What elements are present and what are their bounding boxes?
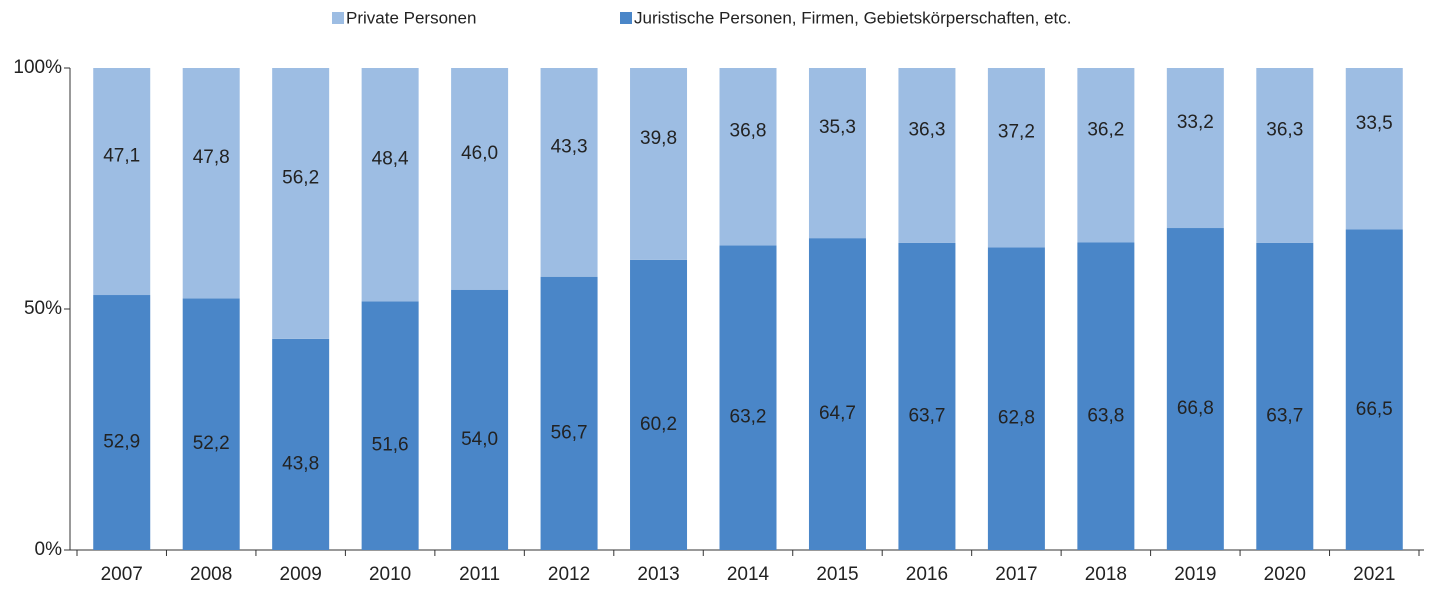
bar-segment — [540, 68, 598, 277]
legend-label: Private Personen — [346, 8, 476, 27]
bar-segment — [987, 68, 1045, 248]
bar-segment — [1166, 68, 1224, 229]
x-tick-label: 2017 — [995, 564, 1037, 585]
data-label: 64,7 — [819, 403, 856, 424]
bar-segment — [1256, 68, 1314, 243]
bar-segment — [540, 276, 598, 550]
bar-segment — [451, 68, 509, 290]
bar-segment — [808, 238, 866, 550]
data-label: 62,8 — [998, 408, 1035, 429]
y-tick-label: 50% — [24, 298, 62, 319]
data-label: 66,8 — [1177, 398, 1214, 419]
x-tick-label: 2007 — [101, 564, 143, 585]
x-tick-label: 2008 — [190, 564, 232, 585]
y-tick-label: 100% — [13, 57, 62, 78]
data-label: 52,9 — [103, 432, 140, 453]
x-tick-label: 2018 — [1085, 564, 1127, 585]
x-tick-label: 2016 — [906, 564, 948, 585]
bar-segment — [1166, 228, 1224, 551]
bar-segment — [719, 245, 777, 550]
data-label: 36,3 — [908, 119, 945, 140]
data-label: 36,8 — [730, 121, 767, 142]
bar-segment — [630, 259, 688, 550]
bar-segment — [182, 68, 240, 299]
data-label: 39,8 — [640, 128, 677, 149]
x-tick-label: 2020 — [1264, 564, 1306, 585]
data-label: 35,3 — [819, 117, 856, 138]
data-label: 33,2 — [1177, 112, 1214, 133]
data-label: 47,8 — [193, 147, 230, 168]
data-label: 63,7 — [908, 405, 945, 426]
data-label: 52,2 — [193, 433, 230, 454]
bar-segment — [272, 68, 330, 339]
data-label: 54,0 — [461, 429, 498, 450]
data-label: 36,3 — [1266, 119, 1303, 140]
x-tick-label: 2015 — [816, 564, 858, 585]
x-tick-label: 2010 — [369, 564, 411, 585]
data-label: 46,0 — [461, 143, 498, 164]
bar-segment — [361, 301, 419, 550]
data-label: 48,4 — [372, 149, 409, 170]
bar-segment — [93, 295, 151, 550]
legend-swatch — [332, 12, 344, 24]
x-tick-label: 2011 — [459, 564, 500, 585]
data-label: 56,2 — [282, 167, 319, 188]
x-tick-label: 2019 — [1174, 564, 1216, 585]
x-tick-label: 2013 — [637, 564, 679, 585]
data-label: 56,7 — [551, 422, 588, 443]
y-tick-label: 0% — [35, 539, 63, 560]
bar-segment — [630, 68, 688, 260]
legend-label: Juristische Personen, Firmen, Gebietskör… — [634, 8, 1071, 27]
data-label: 33,5 — [1356, 113, 1393, 134]
bar-segment — [1077, 242, 1135, 550]
bar-segment — [182, 298, 240, 550]
x-tick-label: 2012 — [548, 564, 590, 585]
x-tick-label: 2014 — [727, 564, 770, 585]
bar-segment — [719, 68, 777, 246]
bar-segment — [361, 68, 419, 302]
legend-swatch — [620, 12, 632, 24]
x-tick-label: 2009 — [280, 564, 322, 585]
bar-segment — [898, 68, 956, 243]
bar-segment — [898, 242, 956, 550]
data-label: 66,5 — [1356, 399, 1393, 420]
data-label: 47,1 — [103, 146, 140, 167]
bar-segment — [451, 289, 509, 550]
bar-segment — [808, 68, 866, 239]
data-label: 51,6 — [372, 435, 409, 456]
x-tick-label: 2021 — [1353, 564, 1395, 585]
bar-segment — [1077, 68, 1135, 243]
data-label: 63,8 — [1087, 405, 1124, 426]
bar-segment — [93, 68, 151, 296]
data-label: 43,8 — [282, 453, 319, 474]
bar-segment — [987, 247, 1045, 550]
data-label: 63,2 — [730, 407, 767, 428]
data-label: 43,3 — [551, 136, 588, 157]
bar-segment — [272, 338, 330, 550]
bar-segment — [1256, 242, 1314, 550]
bar-segment — [1345, 229, 1403, 550]
data-label: 60,2 — [640, 414, 677, 435]
data-label: 63,7 — [1266, 405, 1303, 426]
data-label: 36,2 — [1087, 119, 1124, 140]
data-label: 37,2 — [998, 122, 1035, 143]
bar-segment — [1345, 68, 1403, 230]
